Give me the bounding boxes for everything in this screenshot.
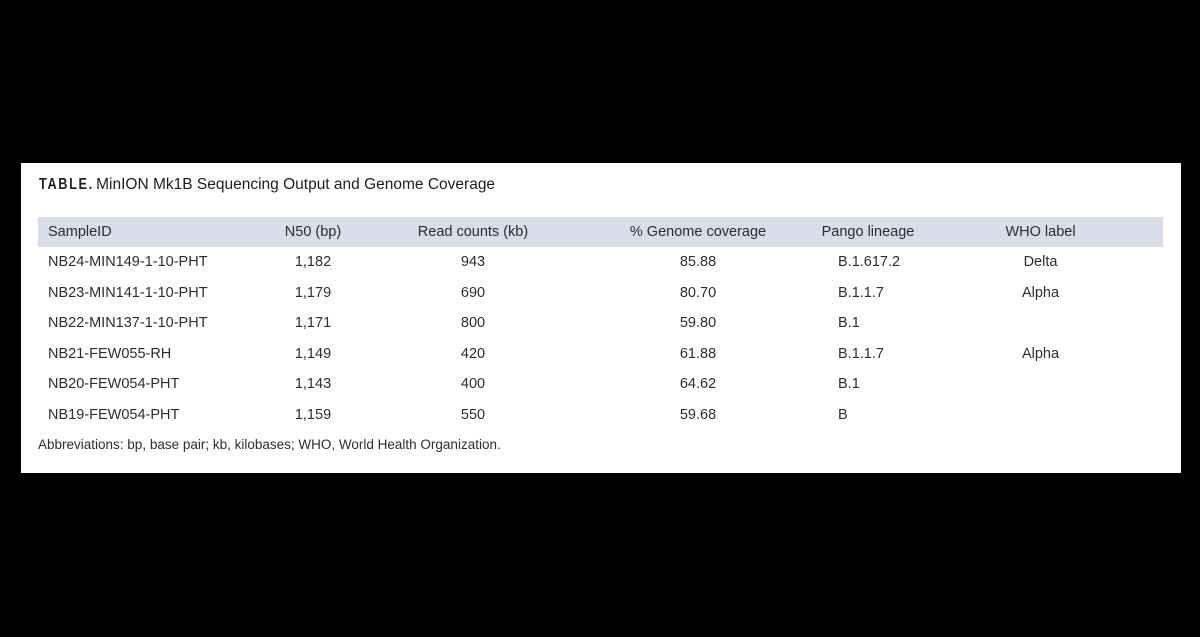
- cell-genome-coverage: 85.88: [679, 254, 717, 271]
- cell-read-counts: 420: [460, 345, 486, 362]
- cell-genome-coverage: 80.70: [679, 284, 717, 301]
- column-header-pango-lineage: Pango lineage: [821, 224, 915, 240]
- cell-n50: 1,182: [294, 254, 332, 271]
- table-row: NB21-FEW055-RH 1,149 420 61.88 B.1.1.7 A…: [38, 338, 1163, 369]
- table-title-text: MinION Mk1B Sequencing Output and Genome…: [96, 176, 496, 193]
- table-row: NB23-MIN141-1-10-PHT 1,179 690 80.70 B.1…: [38, 277, 1163, 308]
- table-row: NB24-MIN149-1-10-PHT 1,182 943 85.88 B.1…: [38, 247, 1163, 278]
- cell-who-label: Delta: [1023, 254, 1058, 271]
- column-header-n50: N50 (bp): [284, 224, 342, 240]
- cell-sampleid: NB21-FEW055-RH: [48, 345, 172, 362]
- cell-who-label: Alpha: [1021, 345, 1060, 362]
- table-title: TABLE. MinION Mk1B Sequencing Output and…: [39, 176, 495, 194]
- column-header-genome-coverage: % Genome coverage: [629, 224, 767, 240]
- cell-read-counts: 400: [460, 376, 486, 393]
- table-row: NB20-FEW054-PHT 1,143 400 64.62 B.1: [38, 369, 1163, 400]
- cell-genome-coverage: 61.88: [679, 345, 717, 362]
- cell-who-label: [918, 369, 1163, 400]
- cell-read-counts: 943: [460, 254, 486, 271]
- cell-read-counts: 690: [460, 284, 486, 301]
- cell-pango-lineage: B: [838, 406, 848, 423]
- cell-read-counts: 800: [460, 315, 486, 332]
- cell-pango-lineage: B.1.617.2: [838, 254, 901, 271]
- cell-pango-lineage: B.1.1.7: [838, 284, 884, 301]
- sequencing-output-table: SampleID N50 (bp) Read counts (kb) % Gen…: [38, 217, 1163, 430]
- table-panel: TABLE. MinION Mk1B Sequencing Output and…: [21, 163, 1181, 473]
- column-header-read-counts: Read counts (kb): [417, 224, 529, 240]
- cell-genome-coverage: 59.68: [679, 406, 717, 423]
- cell-read-counts: 550: [460, 406, 486, 423]
- cell-pango-lineage: B.1.1.7: [838, 345, 884, 362]
- column-header-who-label: WHO label: [1005, 224, 1076, 240]
- cell-pango-lineage: B.1: [838, 315, 860, 332]
- cell-n50: 1,149: [294, 345, 332, 362]
- cell-genome-coverage: 64.62: [679, 376, 717, 393]
- table-row: NB22-MIN137-1-10-PHT 1,171 800 59.80 B.1: [38, 308, 1163, 339]
- cell-pango-lineage: B.1: [838, 376, 860, 393]
- cell-genome-coverage: 59.80: [679, 315, 717, 332]
- cell-n50: 1,171: [294, 315, 332, 332]
- cell-who-label: [918, 400, 1163, 431]
- column-header-sampleid: SampleID: [48, 224, 112, 240]
- cell-n50: 1,143: [294, 376, 332, 393]
- cell-sampleid: NB24-MIN149-1-10-PHT: [48, 254, 208, 271]
- cell-n50: 1,179: [294, 284, 332, 301]
- cell-n50: 1,159: [294, 406, 332, 423]
- cell-sampleid: NB20-FEW054-PHT: [48, 376, 180, 393]
- cell-sampleid: NB19-FEW054-PHT: [48, 406, 180, 423]
- table-header-row: SampleID N50 (bp) Read counts (kb) % Gen…: [38, 217, 1163, 247]
- cell-sampleid: NB23-MIN141-1-10-PHT: [48, 284, 208, 301]
- table-label: TABLE.: [39, 176, 94, 193]
- table-row: NB19-FEW054-PHT 1,159 550 59.68 B: [38, 399, 1163, 431]
- cell-sampleid: NB22-MIN137-1-10-PHT: [48, 315, 208, 332]
- cell-who-label: Alpha: [1021, 284, 1060, 301]
- table-footnote: Abbreviations: bp, base pair; kb, kiloba…: [38, 437, 501, 452]
- cell-who-label: [918, 308, 1163, 339]
